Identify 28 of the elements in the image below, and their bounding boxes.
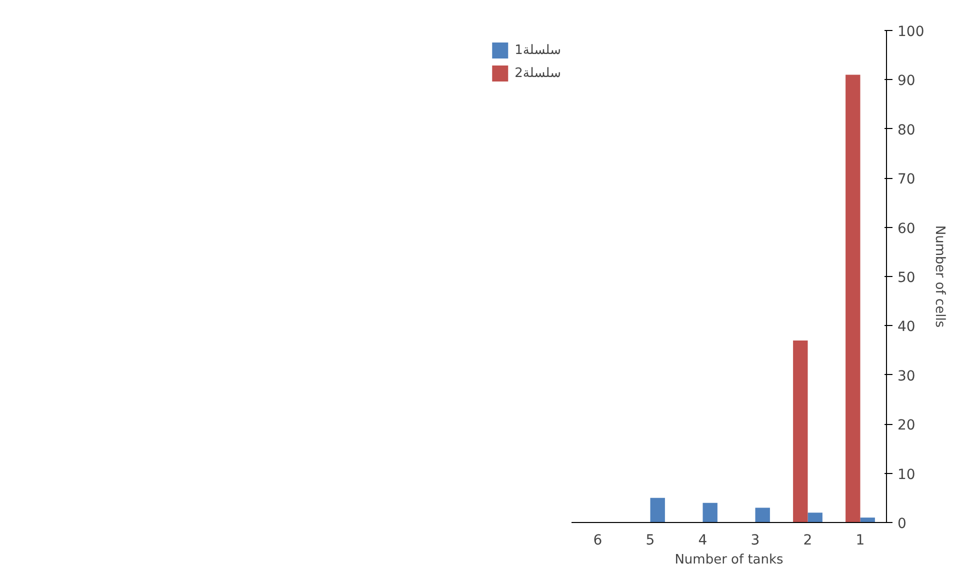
legend-label: سلسلة2 bbox=[514, 66, 561, 80]
y-tick-label: 90 bbox=[898, 73, 916, 90]
bar bbox=[860, 518, 875, 522]
y-tick-label: 20 bbox=[898, 418, 916, 434]
x-tick-label: 4 bbox=[698, 532, 708, 548]
x-tick-label: 2 bbox=[803, 532, 812, 548]
bar bbox=[702, 502, 718, 522]
x-tick-label: 5 bbox=[646, 532, 655, 548]
legend-label: سلسلة1 bbox=[514, 42, 561, 58]
bar bbox=[650, 498, 665, 522]
bar bbox=[808, 512, 822, 522]
y-tick-label: 10 bbox=[898, 466, 916, 483]
bar bbox=[846, 74, 860, 522]
x-tick-label: 1 bbox=[856, 532, 865, 548]
y-tick-label: 70 bbox=[898, 172, 916, 188]
x-axis-title: Number of tanks bbox=[674, 552, 784, 568]
x-tick-label: 3 bbox=[750, 532, 760, 548]
y-tick-label: 40 bbox=[898, 319, 916, 336]
y-tick-label: 50 bbox=[898, 270, 916, 286]
y-tick-label: 30 bbox=[898, 368, 916, 384]
y-tick-label: 60 bbox=[898, 220, 916, 237]
bar bbox=[793, 340, 808, 522]
bar bbox=[755, 508, 770, 522]
y-tick-label: 80 bbox=[898, 122, 916, 138]
y-tick-label: 100 bbox=[898, 24, 924, 40]
y-axis-title: Number of cells bbox=[932, 225, 948, 328]
x-tick-label: 6 bbox=[593, 532, 602, 548]
y-tick-label: 0 bbox=[898, 516, 906, 532]
